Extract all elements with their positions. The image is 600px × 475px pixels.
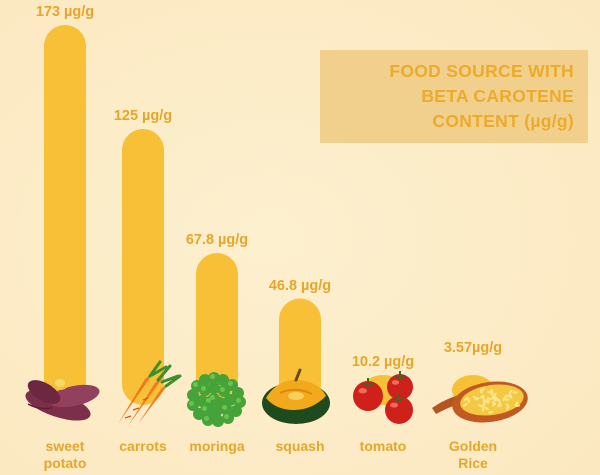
chart-title-line-1: FOOD SOURCE WITH [389,61,574,81]
category-label: Golden Rice [423,438,523,472]
chart-title-line-2: BETA CAROTENE [421,86,574,106]
category-label: moringa [167,438,267,455]
value-label: 46.8 µg/g [268,277,332,294]
category-label: squash [250,438,350,455]
value-label: 125 µg/g [113,108,173,125]
category-label-line-1: carrots [119,438,167,454]
value-label: 67.8 µg/g [185,232,249,249]
category-label-line-2: Rice [458,455,488,471]
bar-sweet-potato [44,25,86,405]
category-label-line-1: Golden [448,438,498,454]
bar-moringa [196,253,238,405]
tomato-icon [353,371,413,424]
chart-title-line-3: CONTENT (µg/g) [432,111,574,131]
bar-carrots [122,129,164,405]
category-label-line-1: sweet [45,438,85,454]
category-label-line-1: tomato [359,438,407,454]
sweet-potato-icon [25,376,100,421]
category-label: tomato [333,438,433,455]
squash-icon [262,368,330,424]
category-label-line-1: moringa [189,438,245,454]
category-label-line-2: potato [43,455,87,471]
bar-squash [279,298,321,405]
value-label: 3.57µg/g [443,340,503,356]
golden-rice-icon [432,381,528,423]
category-label-line-1: squash [275,438,325,454]
moringa-icon [187,372,246,427]
value-label: 10.2 µg/g [351,354,415,370]
category-label: carrots [93,438,193,455]
chart-title-box: FOOD SOURCE WITH BETA CAROTENE CONTENT (… [320,50,588,143]
category-label: sweet potato [15,438,115,472]
carrots-icon [118,360,182,426]
value-label: 173 µg/g [35,4,95,20]
